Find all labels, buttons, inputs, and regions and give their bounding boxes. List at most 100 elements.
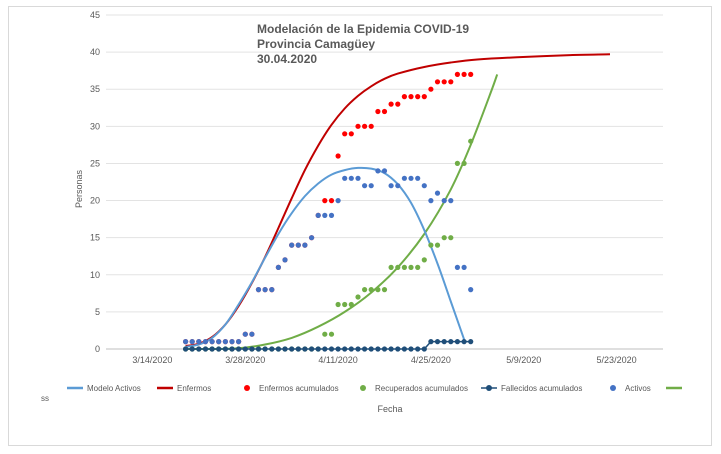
series-layer [183,53,611,352]
recuperados-acumulados-point [355,294,361,300]
fallecidos-acumulados-point [448,339,454,345]
legend-label: Fallecidos acumulados [501,384,582,393]
legend-item-modelo-activos: Modelo Activos [67,384,141,393]
x-tick-label: 3/28/2020 [225,355,265,365]
activos-point [302,242,308,248]
enfermos-acumulados-point [328,198,335,204]
activos-point [309,235,315,241]
y-tick-label: 0 [95,344,100,354]
recuperados-acumulados-point [388,264,394,270]
legend-label: Modelo Activos [87,384,141,393]
activos-point [196,339,202,345]
recuperados-acumulados-point [348,301,354,308]
fallecidos-acumulados-point [434,339,441,345]
fallecidos-acumulados-point [255,346,262,352]
activos-point [415,175,421,181]
fallecidos-acumulados-point [461,339,467,345]
fallecidos-acumulados-point [381,346,388,352]
enfermos-acumulados-point [441,79,447,85]
recuperados-acumulados-point [328,331,335,337]
enfermos-acumulados-point [348,131,354,137]
recuperados-acumulados-point [468,138,474,144]
legend: Modelo Activos Enfermos Enfermos acumulado… [67,384,682,393]
enfermos-acumulados-point [388,101,394,107]
activos-point [468,287,474,293]
title-line-1: Modelación de la Epidemia COVID-19 [257,22,469,36]
legend-extra-label: ss [41,394,49,403]
recuperados-acumulados-point [322,331,328,337]
legend-item-enfermos: Enfermos [157,384,211,393]
legend-label: Enfermos [177,384,211,393]
fallecidos-acumulados-point [282,346,288,352]
enfermos-acumulados-point [401,94,407,100]
fallecidos-acumulados-point [262,346,268,352]
fallecidos-acumulados-point [368,346,374,352]
enfermos-acumulados-point [408,94,414,100]
legend-item-fallecidos-acumulados: Fallecidos acumulados [481,384,582,393]
recuperados-acumulados-point [375,287,381,293]
activos-point [209,339,215,345]
activos-point [441,198,447,204]
y-tick-label: 35 [90,84,100,94]
series-fallecidos-acumulados [183,339,474,352]
fallecidos-acumulados-point [401,346,407,352]
enfermos-acumulados-point [428,86,434,92]
activos-point [355,175,361,181]
activos-point [216,339,222,345]
activos-point [222,339,228,345]
fallecidos-acumulados-point [196,346,202,352]
activos-point [189,339,195,345]
fallecidos-acumulados-point [415,346,421,352]
enfermos-acumulados-point [362,123,368,129]
legend-swatch [244,385,250,391]
recuperados-acumulados-point [401,264,407,270]
activos-point [242,331,248,337]
series-green-trend [185,74,499,351]
activos-point [229,339,235,345]
title-line-3: 30.04.2020 [257,52,317,66]
fallecidos-acumulados-point [302,346,308,352]
activos-point [454,264,460,270]
recuperados-acumulados-point [342,301,348,308]
x-tick-label: 5/23/2020 [597,355,637,365]
activos-point [408,175,414,181]
recuperados-acumulados-point [335,301,341,308]
enfermos-acumulados-point [454,71,460,77]
series-recuperados-acumulados [183,138,474,352]
legend-swatch [486,385,492,391]
series-modelo-activos [185,166,466,348]
enfermos-acumulados-point [381,108,388,115]
fallecidos-acumulados-point [388,346,394,352]
enfermos-acumulados-point [434,79,441,85]
enfermos-acumulados-point [375,108,381,115]
fallecidos-acumulados-point [454,339,460,345]
activos-point [295,242,301,248]
legend-item-enfermos-acumulados: Enfermos acumulados [244,384,339,393]
activos-point [362,183,368,189]
fallecidos-acumulados-point [408,346,414,352]
activos-point [461,264,467,270]
green-trend-line [185,74,499,351]
activos-point [249,331,255,337]
activos-point [262,287,268,293]
enfermos-acumulados-point [395,101,401,107]
activos-point [388,183,394,189]
fallecidos-acumulados-point [315,346,321,352]
fallecidos-acumulados-point [229,346,235,352]
enfermos-acumulados-point [322,198,328,204]
fallecidos-acumulados-point [209,346,215,352]
y-axis-title: Personas [74,169,84,208]
fallecidos-acumulados-point [289,346,295,352]
activos-point [282,257,288,263]
activos-point [348,175,354,181]
recuperados-acumulados-point [461,160,467,166]
activos-point [428,198,434,204]
enfermos-acumulados-point [461,71,467,77]
activos-point [395,183,401,189]
recuperados-acumulados-point [454,160,460,166]
fallecidos-acumulados-point [222,346,228,352]
x-tick-label: 4/11/2020 [318,355,357,365]
y-tick-label: 40 [90,47,100,57]
enfermos-acumulados-point [335,153,341,159]
recuperados-acumulados-point [408,264,414,270]
